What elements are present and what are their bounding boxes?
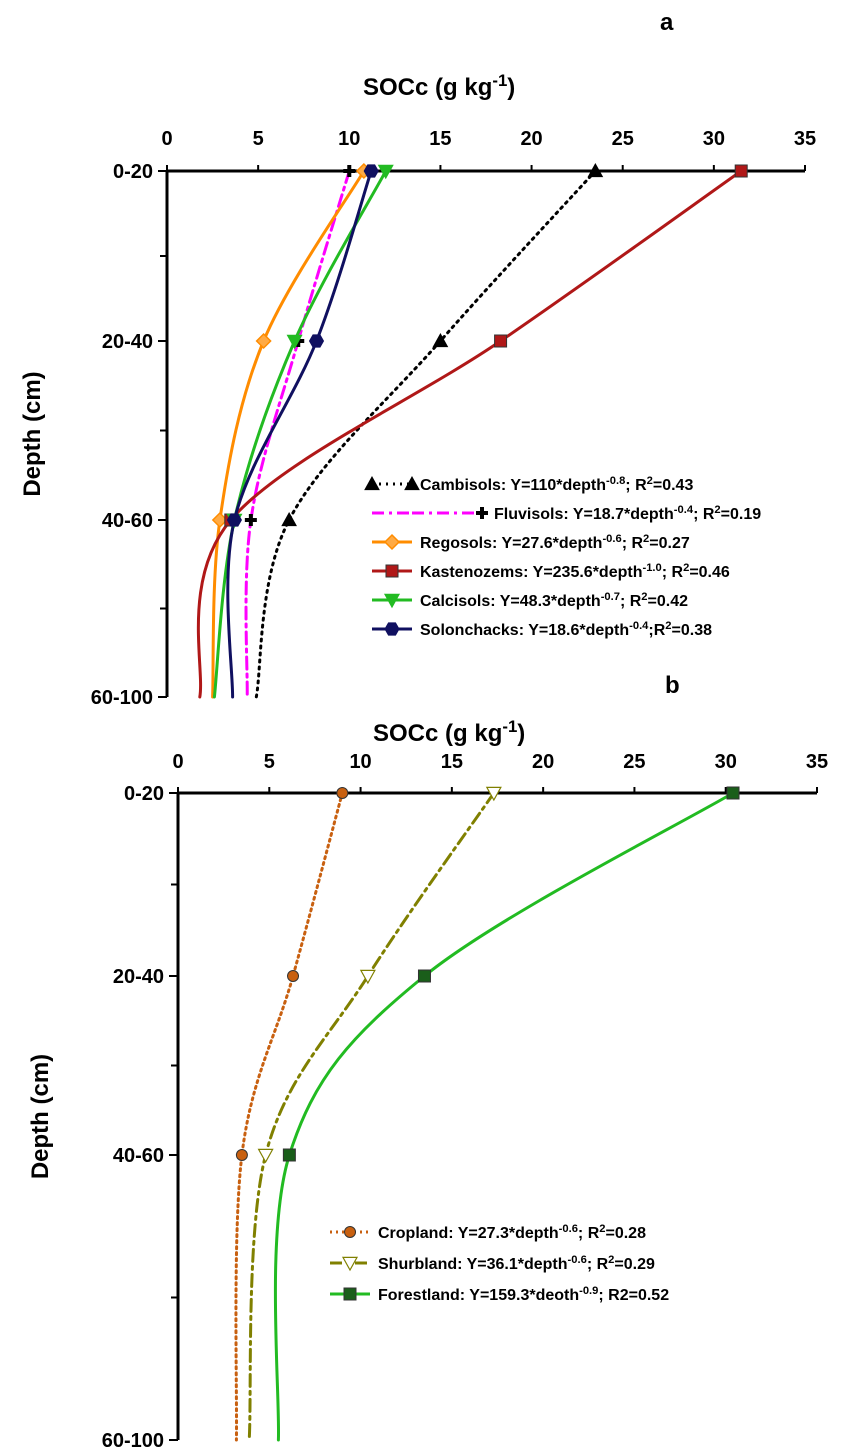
panel-label: a: [660, 9, 674, 36]
x-tick-label: 20: [520, 128, 542, 150]
x-axis-title: SOCc (g kg-1): [373, 717, 525, 748]
legend-label: Kastenozems: Y=235.6*depth-1.0; R2=0.46: [420, 562, 730, 581]
x-tick-label: 20: [532, 751, 554, 773]
y-axis-title: Depth (cm): [27, 1054, 54, 1179]
data-point-forestland: [726, 786, 740, 800]
legend-label: Shurbland: Y=36.1*depth-0.6; R2=0.29: [378, 1254, 655, 1273]
x-tick-label: 35: [794, 128, 816, 150]
legend-marker-cropland: [344, 1226, 356, 1238]
series-line-forestland: [273, 791, 735, 1442]
y-tick-label: 20-40: [102, 331, 153, 353]
x-tick-label: 0: [161, 128, 172, 150]
data-point-forestland: [282, 1148, 296, 1162]
data-point-fluvisols: [244, 514, 257, 526]
legend-entry-kastenozems: Kastenozems: Y=235.6*depth-1.0; R2=0.46: [420, 562, 730, 581]
y-tick-label: 20-40: [113, 966, 164, 988]
x-tick-label: 30: [703, 128, 725, 150]
legend-marker-fluvisols: [476, 507, 488, 519]
x-tick-label: 10: [349, 751, 371, 773]
y-tick-label: 0-20: [113, 161, 153, 183]
legend-label: Cambisols: Y=110*depth-0.8; R2=0.43: [420, 475, 693, 494]
data-point-cropland: [235, 1149, 248, 1161]
x-tick-label: 30: [715, 751, 737, 773]
legend-label: Forestland: Y=159.3*deoth-0.9; R2=0.52: [378, 1285, 669, 1304]
legend-marker-forestland: [343, 1287, 357, 1301]
data-point-regosols: [255, 332, 272, 350]
y-tick-label: 60-100: [91, 687, 153, 709]
y-tick-label: 40-60: [113, 1145, 164, 1167]
series-line-calcisols: [212, 169, 388, 699]
legend-marker-cambisols: [404, 475, 420, 491]
legend-entry-forestland: Forestland: Y=159.3*deoth-0.9; R2=0.52: [378, 1285, 669, 1304]
series-line-cropland: [234, 791, 344, 1442]
series-line-solonchacks: [226, 169, 373, 699]
legend-marker-regosols: [383, 533, 401, 551]
y-axis-title: Depth (cm): [19, 371, 46, 496]
x-tick-label: 35: [806, 751, 828, 773]
legend-entry-solonchacks: Solonchacks: Y=18.6*depth-0.4;R2=0.38: [420, 620, 712, 639]
legend-entry-regosols: Regosols: Y=27.6*depth-0.6; R2=0.27: [420, 533, 690, 552]
panel-label: b: [665, 672, 680, 699]
x-axis-title-text: SOCc (g kg-1): [373, 717, 525, 748]
y-tick-label: 60-100: [102, 1430, 164, 1450]
y-tick-label: 40-60: [102, 510, 153, 532]
data-point-fluvisols: [343, 165, 356, 177]
x-tick-label: 25: [623, 751, 645, 773]
data-point-cropland: [287, 970, 300, 982]
x-tick-label: 0: [172, 751, 183, 773]
data-point-shurbland: [257, 1148, 274, 1164]
legend-marker-cambisols: [364, 475, 380, 491]
series-line-fluvisols: [244, 169, 351, 699]
x-tick-label: 15: [429, 128, 451, 150]
data-point-solonchacks: [308, 334, 325, 348]
legend-marker-calcisols: [383, 593, 401, 609]
legend-label: Cropland: Y=27.3*depth-0.6; R2=0.28: [378, 1223, 646, 1242]
series-line-regosols: [211, 169, 366, 699]
legend-marker-shurbland: [341, 1256, 359, 1272]
series-line-shurbland: [247, 791, 496, 1442]
legend-entry-shurbland: Shurbland: Y=36.1*depth-0.6; R2=0.29: [378, 1254, 655, 1273]
data-point-calcisols: [286, 334, 303, 350]
legend-label: Fluvisols: Y=18.7*depth-0.4; R2=0.19: [494, 504, 761, 523]
data-point-calcisols: [377, 164, 394, 180]
legend-marker-kastenozems: [385, 564, 399, 578]
legend-label: Solonchacks: Y=18.6*depth-0.4;R2=0.38: [420, 620, 712, 639]
x-tick-label: 5: [253, 128, 264, 150]
data-point-forestland: [417, 969, 431, 983]
data-point-cambisols: [587, 162, 604, 178]
legend-entry-fluvisols: Fluvisols: Y=18.7*depth-0.4; R2=0.19: [494, 504, 761, 523]
x-tick-label: 15: [441, 751, 463, 773]
data-point-solonchacks: [363, 164, 379, 178]
y-tick-label: 0-20: [124, 783, 164, 805]
x-axis-title-text: SOCc (g kg-1): [363, 71, 515, 102]
data-point-solonchacks: [226, 513, 242, 527]
legend-entry-calcisols: Calcisols: Y=48.3*depth-0.7; R2=0.42: [420, 591, 688, 610]
data-point-cambisols: [281, 511, 297, 527]
legend-entry-cropland: Cropland: Y=27.3*depth-0.6; R2=0.28: [378, 1223, 646, 1242]
data-point-kastenozems: [494, 334, 508, 348]
series-line-cambisols: [254, 169, 597, 699]
x-tick-label: 5: [264, 751, 275, 773]
x-tick-label: 25: [612, 128, 634, 150]
legend-entry-cambisols: Cambisols: Y=110*depth-0.8; R2=0.43: [420, 475, 693, 494]
data-point-cropland: [336, 787, 349, 799]
data-point-shurbland: [485, 786, 502, 802]
legend-marker-solonchacks: [384, 622, 400, 636]
x-axis-title: SOCc (g kg-1): [363, 71, 515, 102]
data-point-shurbland: [359, 969, 376, 985]
x-tick-label: 10: [338, 128, 360, 150]
data-point-cambisols: [432, 332, 449, 348]
legend-label: Regosols: Y=27.6*depth-0.6; R2=0.27: [420, 533, 690, 552]
legend-label: Calcisols: Y=48.3*depth-0.7; R2=0.42: [420, 591, 688, 610]
data-point-kastenozems: [734, 164, 748, 178]
series-line-kastenozems: [196, 169, 743, 699]
